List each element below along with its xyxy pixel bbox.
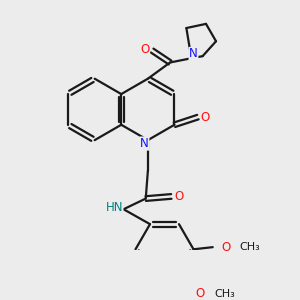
Text: CH₃: CH₃ [239,242,260,252]
Text: HN: HN [105,202,123,214]
Text: N: N [140,137,149,150]
Text: O: O [196,287,205,300]
Text: N: N [189,47,198,61]
Text: O: O [201,111,210,124]
Text: O: O [140,43,149,56]
Text: O: O [221,241,230,254]
Text: CH₃: CH₃ [214,289,235,298]
Text: O: O [174,190,183,203]
